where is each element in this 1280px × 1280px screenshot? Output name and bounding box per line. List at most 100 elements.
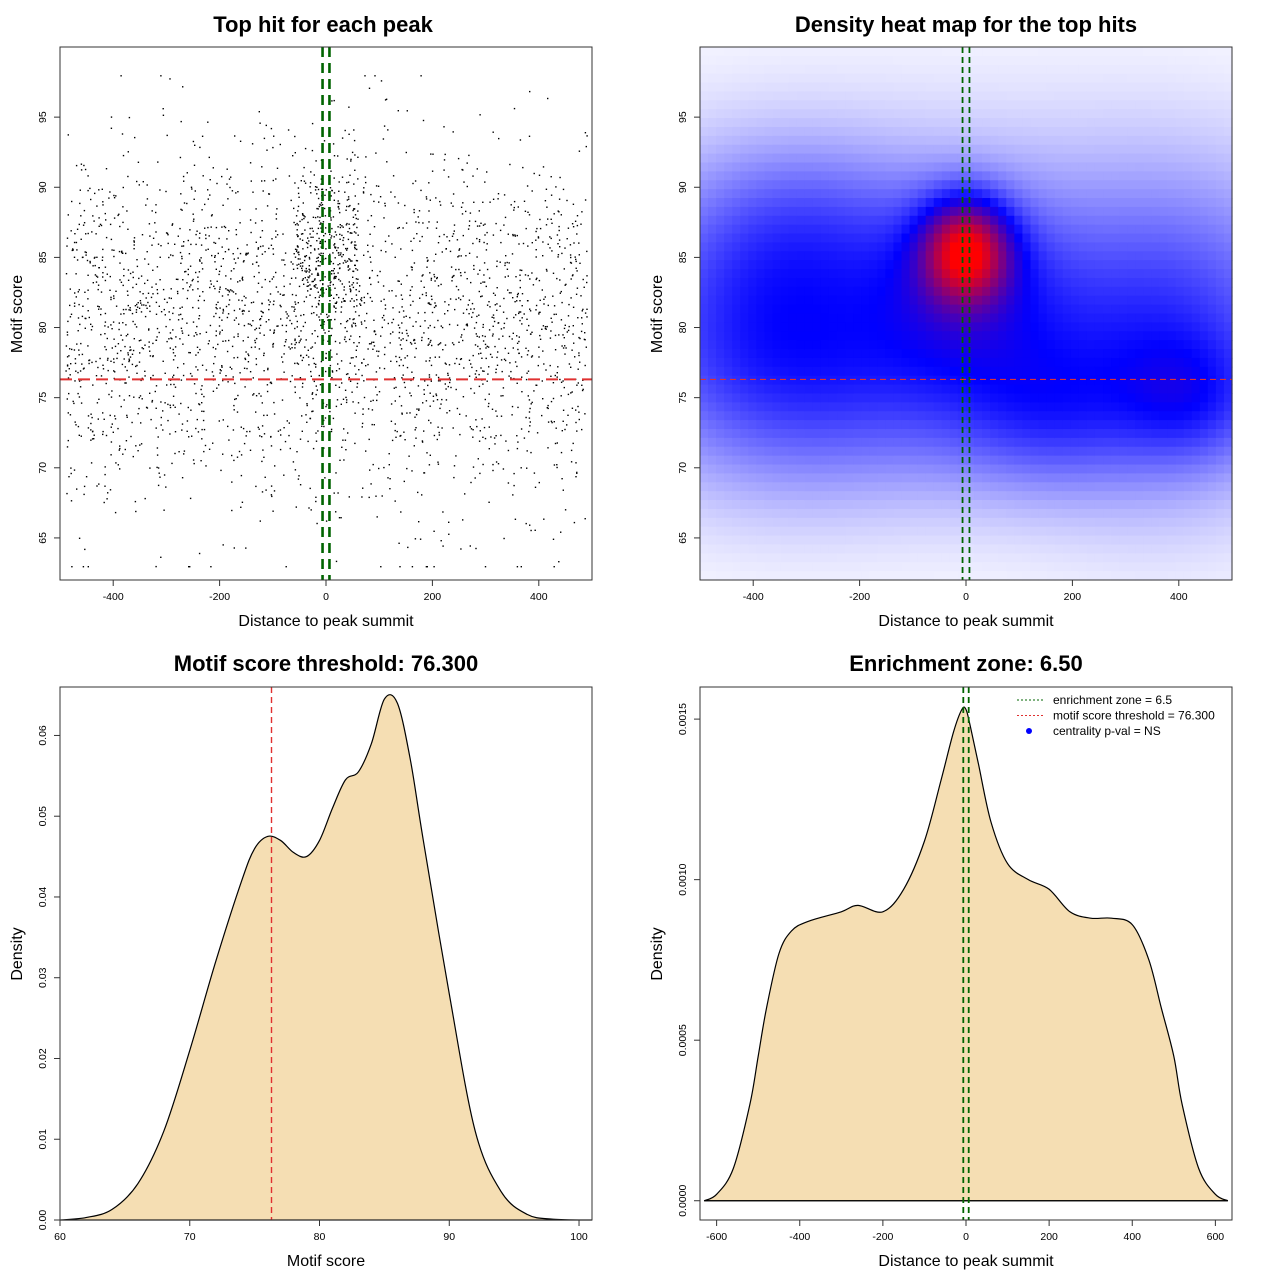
heatmap-cell — [772, 508, 782, 519]
heatmap-cell — [748, 446, 758, 457]
scatter-point — [441, 398, 443, 401]
scatter-point — [373, 330, 375, 333]
heatmap-cell — [788, 109, 798, 119]
scatter-point — [279, 143, 281, 146]
scatter-point — [460, 336, 462, 338]
heatmap-cell — [885, 295, 895, 306]
heatmap-cell — [788, 384, 798, 395]
scatter-point — [80, 435, 82, 437]
scatter-point — [89, 260, 91, 263]
heatmap-cell — [804, 366, 814, 377]
scatter-point — [111, 249, 113, 251]
scatter-point — [295, 277, 297, 279]
heatmap-cell — [877, 366, 886, 377]
scatter-point — [349, 285, 351, 287]
scatter-point — [379, 196, 382, 198]
scatter-point — [259, 520, 261, 522]
scatter-point — [451, 235, 454, 237]
scatter-point — [222, 379, 224, 382]
scatter-point — [493, 437, 496, 439]
scatter-point — [516, 234, 518, 237]
scatter-point — [233, 409, 235, 411]
heatmap-cell — [772, 349, 782, 359]
scatter-point — [391, 439, 394, 442]
scatter-point — [157, 161, 159, 163]
heatmap-cell — [708, 55, 717, 66]
scatter-point — [243, 310, 245, 312]
scatter-point — [341, 137, 344, 139]
scatter-point — [169, 78, 171, 80]
scatter-point — [425, 566, 428, 568]
scatter-point — [471, 366, 473, 369]
heatmap-cell — [941, 340, 951, 350]
scatter-point — [398, 327, 401, 329]
scatter-point — [353, 300, 355, 302]
heatmap-cell — [756, 126, 766, 137]
scatter-point — [242, 427, 245, 430]
scatter-point — [269, 301, 271, 303]
heatmap-cell — [820, 313, 830, 323]
scatter-point — [75, 424, 77, 426]
scatter-point — [266, 205, 269, 207]
heatmap-cell — [869, 286, 878, 297]
scatter-point — [492, 469, 494, 472]
scatter-point — [418, 210, 421, 212]
scatter-point — [576, 215, 579, 217]
scatter-point — [406, 412, 408, 414]
scatter-point — [149, 350, 151, 352]
heatmap-cell — [853, 153, 862, 164]
scatter-point — [218, 325, 221, 327]
scatter-points — [65, 75, 588, 568]
scatter-point — [121, 363, 124, 366]
heatmap-cell — [925, 73, 935, 84]
scatter-point — [285, 339, 287, 341]
scatter-point — [294, 339, 296, 342]
heatmap-cell — [837, 340, 846, 350]
scatter-point — [155, 407, 157, 409]
heatmap-cell — [724, 544, 733, 554]
scatter-point — [285, 566, 287, 568]
scatter-point — [331, 189, 333, 192]
scatter-point — [301, 279, 304, 281]
heatmap-cell — [708, 491, 717, 501]
heatmap-cell — [861, 269, 870, 279]
scatter-point — [247, 336, 249, 338]
scatter-point — [166, 340, 168, 343]
heatmap-cell — [837, 269, 846, 279]
heatmap-cell — [708, 437, 717, 448]
scatter-point — [334, 311, 337, 313]
scatter-point — [333, 177, 335, 179]
heatmap-cell — [885, 135, 895, 146]
scatter-point — [288, 346, 290, 348]
scatter-point — [299, 340, 301, 342]
scatter-point — [238, 299, 240, 301]
scatter-point — [362, 192, 365, 194]
scatter-point — [283, 353, 285, 355]
scatter-point — [347, 181, 350, 183]
heatmap-cell — [885, 393, 895, 403]
heatmap-cell — [764, 73, 774, 84]
heatmap-cell — [877, 553, 886, 563]
heatmap-cell — [700, 198, 709, 208]
scatter-point — [198, 552, 201, 555]
scatter-point — [318, 205, 320, 208]
scatter-point — [343, 459, 345, 461]
scatter-point — [449, 381, 451, 384]
scatter-point — [87, 274, 89, 276]
heatmap-cell — [772, 277, 782, 288]
scatter-point — [335, 275, 337, 278]
heatmap-cell — [861, 571, 870, 581]
scatter-point — [288, 175, 291, 177]
scatter-point — [512, 234, 514, 237]
heatmap-cell — [917, 437, 927, 448]
scatter-point — [171, 223, 174, 225]
scatter-point — [70, 313, 73, 315]
scatter-point — [378, 350, 380, 353]
scatter-point — [107, 369, 109, 372]
heatmap-cell — [925, 375, 935, 386]
heatmap-cell — [885, 82, 895, 93]
heatmap-cell — [708, 411, 717, 421]
heatmap-cell — [925, 82, 935, 93]
scatter-point — [85, 317, 87, 320]
scatter-point — [496, 265, 498, 268]
